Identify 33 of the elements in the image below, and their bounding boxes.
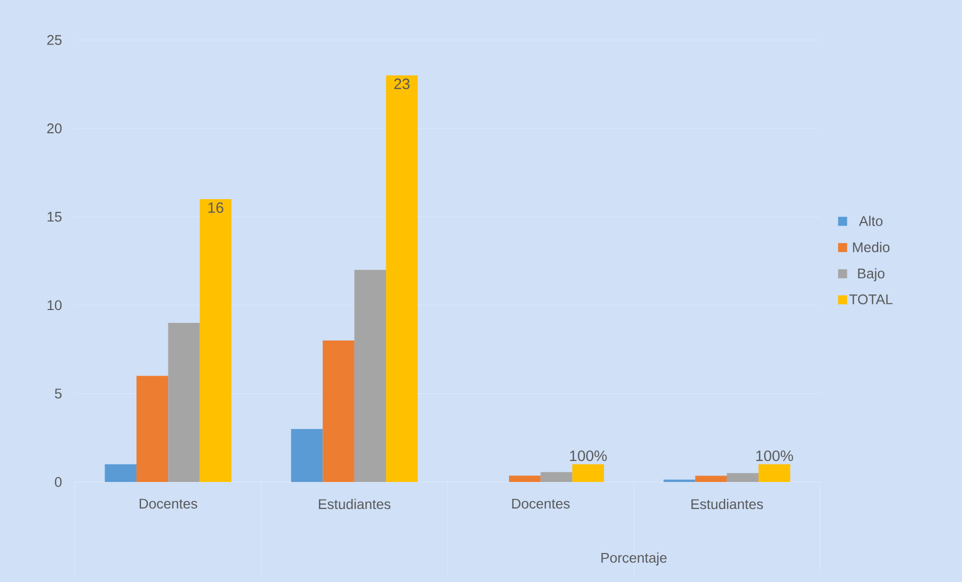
legend-label: TOTAL xyxy=(849,294,892,304)
x-tick-label: Estudiantes xyxy=(691,498,763,510)
bar xyxy=(104,464,136,482)
y-tick-label: 20 xyxy=(47,123,62,134)
bar xyxy=(508,476,541,482)
y-tick-label: 10 xyxy=(48,300,62,310)
data-label: 100% xyxy=(570,450,607,462)
bar xyxy=(322,340,354,482)
bar xyxy=(354,270,386,482)
bar xyxy=(758,464,790,482)
bar xyxy=(572,464,604,482)
x-tick-label: Docentes xyxy=(512,498,570,509)
legend-label: Bajo xyxy=(858,268,884,282)
bar xyxy=(726,473,759,482)
y-tick-label: 15 xyxy=(48,212,62,222)
bar xyxy=(386,75,418,482)
legend-label: Medio xyxy=(853,242,890,252)
x-tick-label: Estudiantes xyxy=(318,498,390,510)
text: Porcentaje xyxy=(601,552,667,566)
data-label: 23 xyxy=(394,78,410,90)
bar xyxy=(200,199,232,482)
data-label: 100% xyxy=(756,450,794,462)
bar xyxy=(291,428,323,482)
bar xyxy=(540,472,572,482)
y-tick-label: 25 xyxy=(47,35,62,45)
x-tick-label: Docentes xyxy=(140,498,198,509)
bar xyxy=(136,376,168,482)
data-label: 16 xyxy=(208,202,224,213)
y-tick-label: 5 xyxy=(54,388,62,398)
bar xyxy=(695,476,727,482)
bar xyxy=(168,322,200,482)
y-tick-label: 0 xyxy=(54,477,62,487)
legend-label: Alto xyxy=(858,216,882,226)
